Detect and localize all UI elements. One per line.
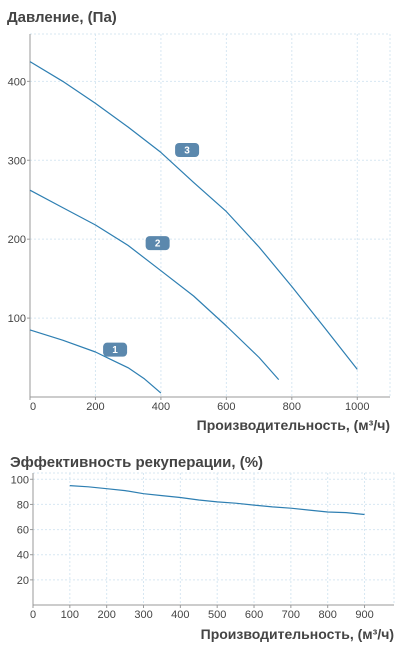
chart2-x-tick-label: 400	[171, 609, 189, 621]
chart2-x-tick-label: 900	[355, 609, 373, 621]
chart2-x-tick-label: 200	[97, 609, 115, 621]
chart1-series-line-1	[29, 329, 162, 394]
chart1-title: Давление, (Па)	[7, 9, 117, 26]
chart2-y-tick-label: 100	[11, 474, 29, 486]
chart2-y-tick-label: 20	[17, 575, 29, 587]
chart2-x-tick-label: 700	[282, 609, 300, 621]
chart2-series-line-1	[69, 485, 365, 516]
chart2-x-tick-label: 600	[245, 609, 263, 621]
chart1-series-badge-label-2: 2	[155, 239, 161, 250]
chart1-series-badge-2	[145, 236, 170, 251]
chart1-series-badge-label-3: 3	[184, 146, 190, 157]
chart1-x-tick-label: 400	[152, 401, 170, 413]
chart2-x-tick-label: 0	[30, 609, 36, 621]
chart1-y-tick-label: 300	[8, 155, 26, 167]
chart2-x-tick-label: 500	[208, 609, 226, 621]
chart1-series-badge-3	[175, 143, 200, 158]
chart1-x-tick-label: 1000	[345, 401, 369, 413]
chart1-series-badge-label-1: 1	[112, 345, 118, 356]
chart2-x-axis-label: Производительность, (м³/ч)	[201, 626, 394, 642]
chart1-y-tick-label: 400	[8, 76, 26, 88]
chart1-series-line-2	[29, 189, 280, 380]
chart1-x-tick-label: 0	[30, 401, 36, 413]
chart1-x-tick-label: 600	[217, 401, 235, 413]
chart1-y-tick-label: 100	[8, 313, 26, 325]
chart2-y-tick-label: 60	[17, 525, 29, 537]
chart2-x-tick-label: 300	[134, 609, 152, 621]
chart1-y-tick-label: 200	[8, 234, 26, 246]
chart2-title: Эффективность рекуперации, (%)	[10, 454, 263, 471]
chart2-y-tick-label: 80	[17, 499, 29, 511]
chart1-x-tick-label: 200	[86, 401, 104, 413]
chart1-x-axis-label: Производительность, (м³/ч)	[197, 417, 390, 433]
chart1-x-tick-label: 800	[283, 401, 301, 413]
chart2-y-tick-label: 40	[17, 550, 29, 562]
chart2-x-tick-label: 100	[61, 609, 79, 621]
chart1-series-line-3	[29, 61, 358, 370]
chart1-series-badge-1	[103, 342, 128, 357]
chart2-x-tick-label: 800	[319, 609, 337, 621]
